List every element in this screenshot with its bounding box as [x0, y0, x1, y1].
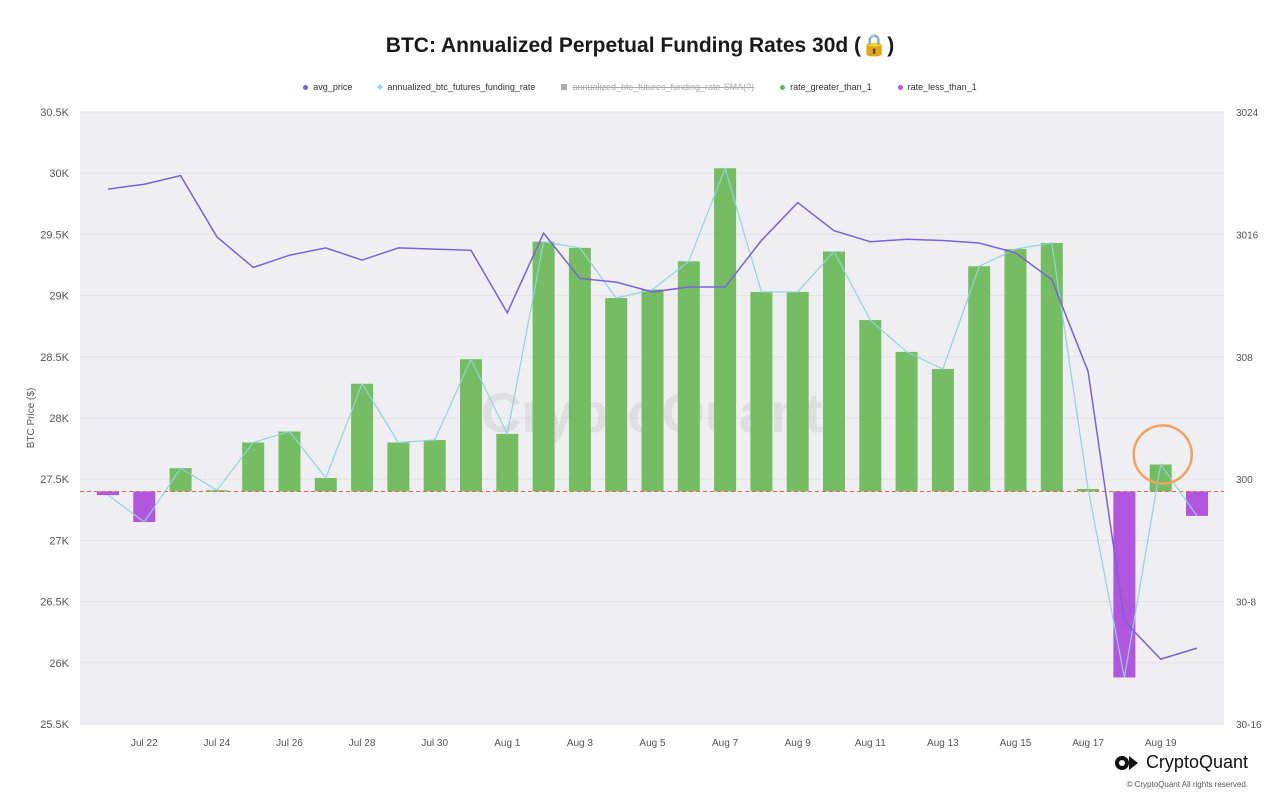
bar-rate-less-than-1 [97, 491, 119, 496]
legend-marker-icon [897, 84, 903, 90]
legend-label: annualized_btc_futures_funding_rate-SMA(… [572, 82, 755, 92]
bar-rate-greater-than-1 [750, 291, 773, 492]
bar-rate-greater-than-1 [423, 440, 446, 492]
bar-rate-greater-than-1 [823, 251, 845, 492]
bar-rate-greater-than-1 [314, 477, 337, 492]
x-tick-label: Jul 22 [131, 738, 158, 749]
x-tick-label: Aug 1 [494, 738, 521, 749]
legend-label: annualized_btc_futures_funding_rate [387, 82, 536, 92]
x-tick-label: Aug 13 [927, 738, 959, 749]
bar-rate-greater-than-1 [605, 298, 628, 492]
highlight-circle [1132, 424, 1193, 485]
bar-rate-less-than-1 [1113, 491, 1136, 678]
legend-item-rate-less-than-1[interactable]: rate_less_than_1 [897, 82, 977, 92]
x-tick-label: Jul 30 [421, 738, 448, 749]
y-tick-label-left: 27.5K [40, 474, 69, 486]
bar-rate-greater-than-1 [351, 383, 374, 492]
y-tick-label-left: 30K [49, 168, 69, 180]
x-tick-label: Jul 24 [204, 738, 231, 749]
y-axis-label: BTC Price ($) [26, 388, 37, 449]
x-tick-label: Aug 5 [639, 738, 666, 749]
bar-rate-greater-than-1 [786, 291, 809, 492]
legend-item-rate-greater-than-1[interactable]: rate_greater_than_1 [780, 82, 872, 92]
legend-marker-icon [303, 84, 309, 90]
y-tick-label-right: 308 [1236, 353, 1253, 364]
legend-item-annualized-btc-futures-funding-rate[interactable]: annualized_btc_futures_funding_rate [377, 82, 536, 92]
x-tick-label: Aug 17 [1072, 738, 1104, 749]
bar-rate-greater-than-1 [242, 442, 265, 492]
x-tick-label: Jul 26 [276, 738, 303, 749]
bar-rate-less-than-1 [1186, 491, 1208, 516]
bar-rate-greater-than-1 [1149, 464, 1172, 492]
cryptoquant-logo-icon [1114, 755, 1138, 770]
copyright-notice: © CryptoQuant All rights reserved. [1126, 780, 1249, 789]
x-tick-label: Aug 3 [567, 738, 594, 749]
bar-rate-greater-than-1 [568, 247, 591, 492]
y-tick-label-left: 29K [49, 291, 69, 303]
y-tick-label-left: 29.5K [40, 229, 69, 241]
brand-logo: CryptoQuant [1114, 752, 1248, 773]
x-tick-label: Jul 28 [349, 738, 376, 749]
bar-rate-greater-than-1 [714, 168, 737, 492]
bar-rate-greater-than-1 [968, 266, 991, 492]
legend-label: rate_greater_than_1 [790, 82, 872, 92]
x-tick-label: Aug 15 [1000, 738, 1032, 749]
avg-price-line [107, 174, 1198, 660]
legend-marker-icon [561, 84, 568, 90]
y-tick-label-right: 3016 [1236, 230, 1259, 241]
y-tick-label-left: 30.5K [40, 107, 69, 119]
y-tick-label-right: 300 [1236, 475, 1253, 486]
lock-icon: 🔒 [861, 34, 888, 57]
y-tick-label-right: 30-8 [1236, 598, 1256, 609]
bar-rate-greater-than-1 [496, 433, 519, 492]
bar-rate-greater-than-1 [895, 351, 918, 492]
bar-rate-greater-than-1 [931, 369, 954, 492]
bar-rate-greater-than-1 [677, 261, 700, 492]
legend-label: rate_less_than_1 [907, 82, 977, 92]
bar-rate-greater-than-1 [859, 320, 882, 492]
bar-rate-greater-than-1 [460, 359, 482, 492]
y-tick-label-left: 26K [49, 658, 69, 670]
x-tick-label: Aug 9 [785, 738, 812, 749]
x-tick-label: Aug 19 [1145, 738, 1177, 749]
bar-rate-greater-than-1 [169, 468, 192, 492]
bar-rate-greater-than-1 [387, 442, 410, 492]
bar-rate-greater-than-1 [532, 241, 555, 492]
legend-item-avg-price[interactable]: avg_price [303, 82, 352, 92]
y-tick-label-left: 28K [49, 413, 69, 425]
bar-rate-greater-than-1 [1040, 242, 1063, 492]
y-tick-label-left: 28.5K [40, 352, 69, 364]
bar-rate-less-than-1 [133, 491, 156, 523]
bar-rate-greater-than-1 [1004, 249, 1027, 492]
y-tick-label-right: 30-16 [1236, 720, 1262, 731]
chart-title: BTC: Annualized Perpetual Funding Rates … [385, 34, 895, 57]
x-tick-label: Aug 11 [855, 738, 886, 749]
legend-marker-icon [780, 84, 786, 90]
bar-rate-greater-than-1 [641, 289, 664, 492]
bar-rate-greater-than-1 [278, 431, 301, 492]
x-tick-label: Aug 7 [712, 738, 739, 749]
y-tick-label-left: 25.5K [40, 719, 69, 731]
brand-name: CryptoQuant [1145, 752, 1248, 772]
chart-legend: avg_price annualized_btc_futures_funding_… [0, 82, 1280, 92]
legend-item-annualized-btc-futures-funding-rate-sma-[interactable]: annualized_btc_futures_funding_rate-SMA(… [561, 82, 754, 92]
y-tick-label-left: 26.5K [40, 597, 69, 609]
legend-label: avg_price [313, 82, 353, 92]
funding-rate-line [107, 166, 1198, 678]
y-tick-label-left: 27K [49, 535, 69, 547]
y-tick-label-right: 3024 [1236, 108, 1259, 119]
